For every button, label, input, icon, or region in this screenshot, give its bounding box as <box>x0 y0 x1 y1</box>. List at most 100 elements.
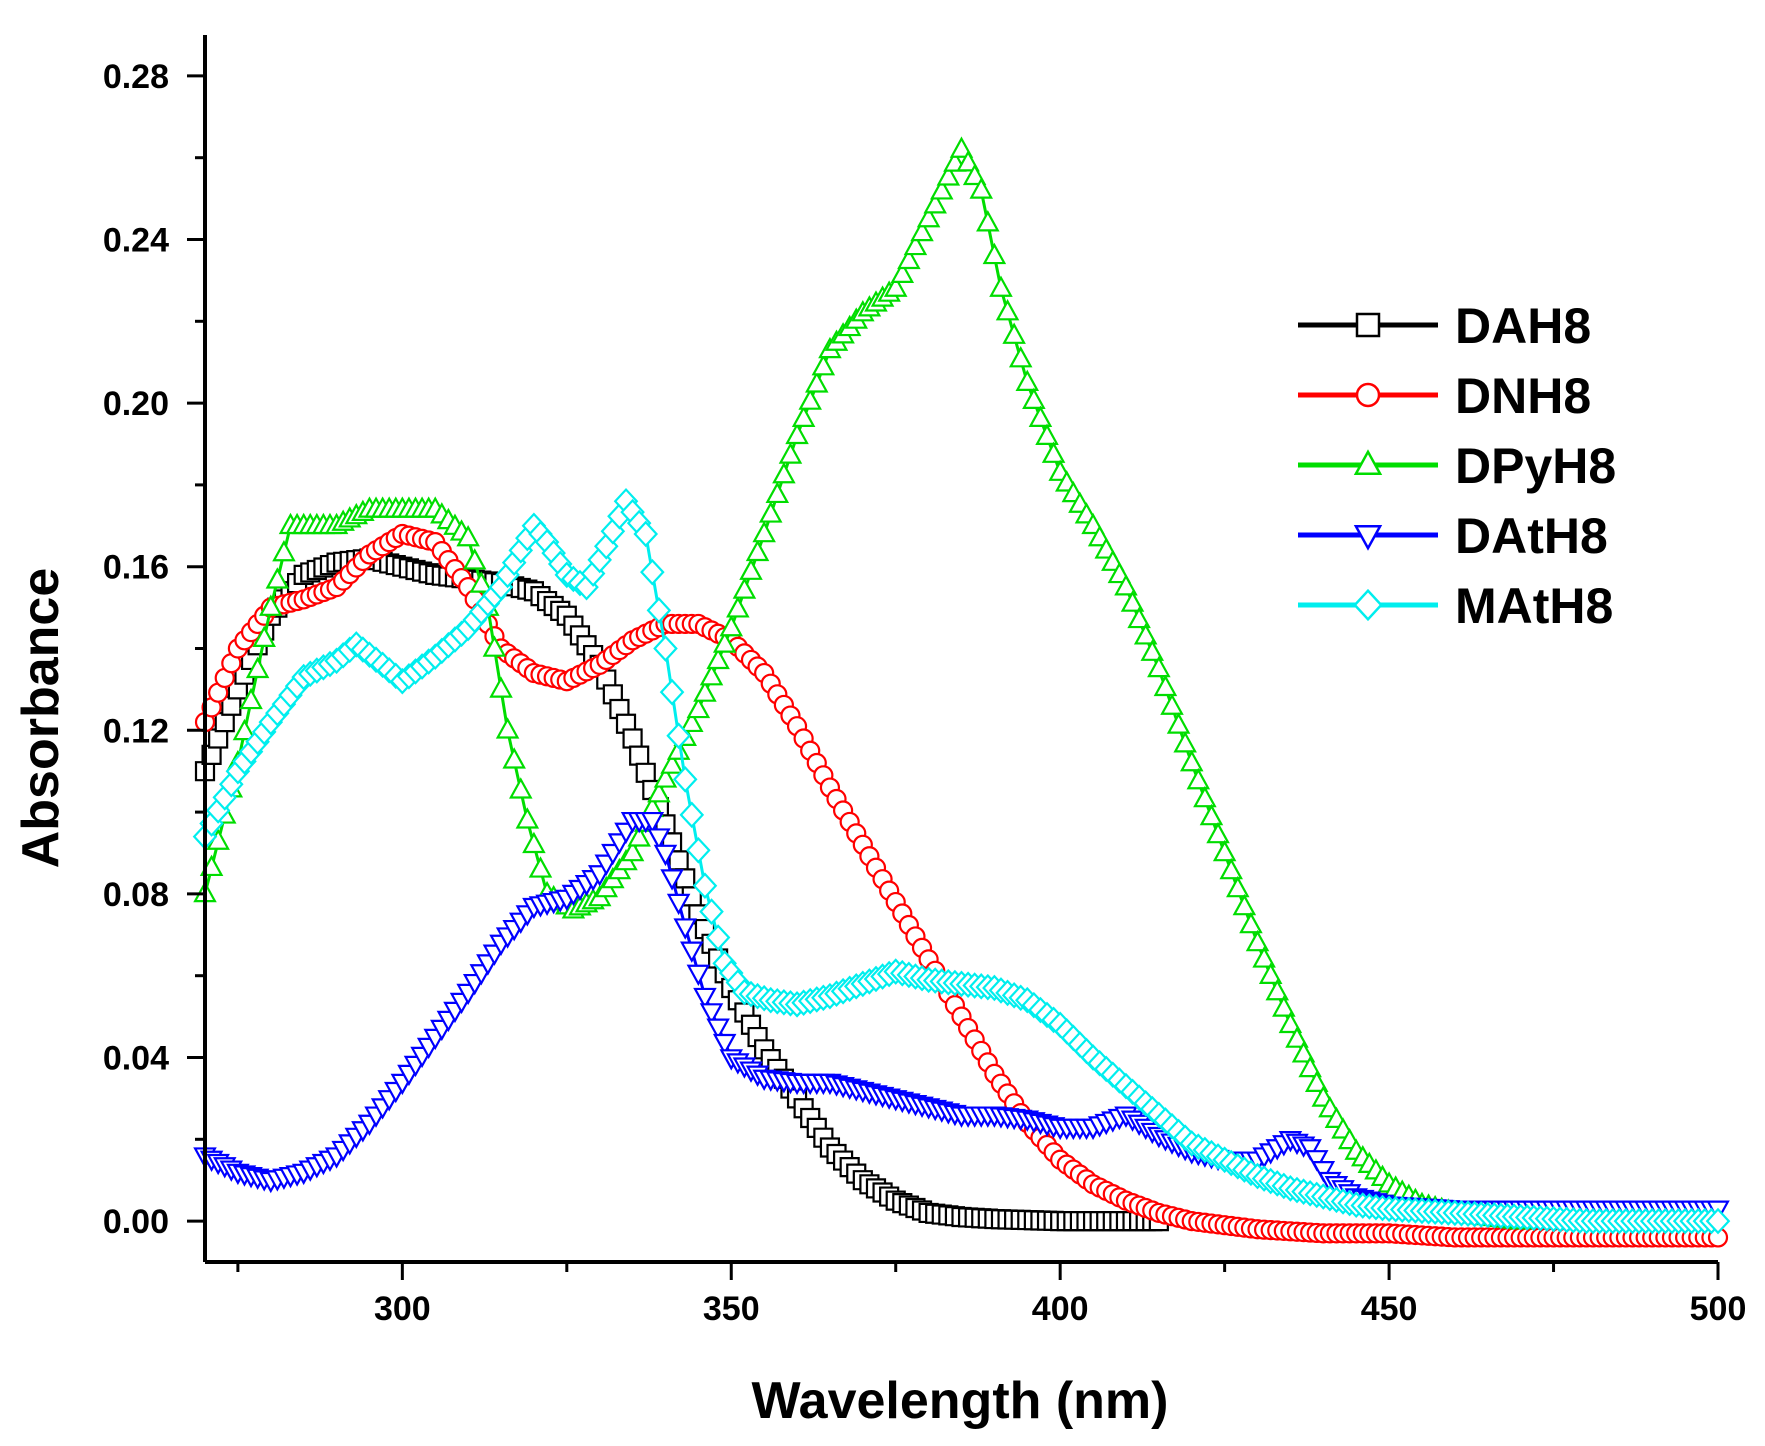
legend-label: DAH8 <box>1455 298 1591 354</box>
data-point <box>252 625 276 647</box>
data-point <box>686 836 711 864</box>
data-point <box>666 722 691 750</box>
data-point <box>1166 712 1191 734</box>
data-point <box>1028 405 1053 427</box>
data-point <box>646 597 672 624</box>
data-point <box>265 567 290 589</box>
data-point <box>923 192 947 214</box>
data-point <box>890 261 915 283</box>
data-point <box>666 893 691 916</box>
data-point <box>660 869 684 891</box>
data-point <box>1252 946 1276 968</box>
data-point <box>620 839 645 862</box>
data-point <box>672 766 698 793</box>
data-point <box>765 481 790 504</box>
data-point <box>680 941 704 963</box>
y-tick-label: 0.16 <box>103 549 169 587</box>
data-point <box>633 520 659 548</box>
data-point <box>1311 1160 1336 1183</box>
legend-label: DAtH8 <box>1455 508 1608 564</box>
data-point <box>1133 623 1158 645</box>
data-point <box>785 422 809 445</box>
data-point <box>805 371 829 393</box>
data-point <box>208 682 229 703</box>
legend-item-dpyh8: DPyH8 <box>1298 438 1616 494</box>
data-point <box>469 571 494 593</box>
data-point <box>647 781 671 803</box>
x-tick-label: 450 <box>1361 1290 1418 1328</box>
legend-item-dnh8: DNH8 <box>1298 368 1591 424</box>
data-point <box>1212 839 1237 862</box>
data-point <box>495 717 520 739</box>
data-point <box>1179 749 1204 772</box>
data-point <box>693 680 717 702</box>
y-tick-label: 0.24 <box>103 222 169 260</box>
data-point <box>969 177 993 199</box>
data-point <box>883 275 908 297</box>
data-point <box>462 548 487 570</box>
data-point <box>666 738 691 760</box>
data-point <box>686 964 711 987</box>
data-point <box>1041 441 1066 463</box>
data-point <box>232 718 257 741</box>
data-point <box>1705 1207 1731 1235</box>
data-point <box>778 442 803 464</box>
data-point <box>1127 606 1151 629</box>
data-point <box>705 924 731 951</box>
data-point <box>1002 322 1026 344</box>
data-point <box>982 242 1007 265</box>
data-point <box>515 807 540 829</box>
data-point <box>1160 693 1184 715</box>
x-tick-label: 400 <box>1032 1290 1089 1328</box>
data-point <box>791 405 816 427</box>
data-point <box>1298 1139 1322 1161</box>
data-point <box>1035 423 1059 445</box>
data-point <box>245 656 270 679</box>
data-point <box>1120 590 1145 612</box>
data-point <box>1219 857 1243 880</box>
data-point <box>706 647 730 670</box>
data-point <box>1239 911 1263 934</box>
data-point <box>956 150 980 172</box>
data-point <box>910 219 934 242</box>
data-point <box>739 558 763 580</box>
data-point <box>798 388 822 410</box>
y-tick-label: 0.12 <box>103 712 169 750</box>
data-point <box>1232 893 1257 916</box>
data-point <box>811 354 836 376</box>
data-point <box>758 501 783 523</box>
data-point <box>916 205 941 228</box>
data-point <box>528 856 553 878</box>
data-point <box>1291 1041 1316 1063</box>
data-point <box>1114 574 1138 596</box>
data-point <box>772 462 796 484</box>
data-point <box>522 831 546 854</box>
curves-layer <box>192 136 1731 1248</box>
data-point <box>1140 639 1165 661</box>
legend-item-dath8: DAtH8 <box>1298 508 1608 564</box>
data-point <box>976 210 1000 232</box>
data-point <box>221 653 242 674</box>
y-tick-label: 0.08 <box>103 876 169 914</box>
data-point <box>1008 346 1033 368</box>
legend: DAH8 DNH8 DPyH8 DAtH8 MAtH8 <box>1298 298 1616 634</box>
data-point <box>508 777 533 799</box>
data-point <box>726 596 750 618</box>
data-point <box>1304 1070 1329 1092</box>
data-point <box>1272 995 1296 1017</box>
data-point <box>489 676 513 698</box>
data-point <box>635 762 656 783</box>
y-tick-label: 0.00 <box>103 1203 169 1241</box>
legend-label: DNH8 <box>1455 368 1591 424</box>
legend-label: DPyH8 <box>1455 438 1616 494</box>
series-math8 <box>192 487 1731 1235</box>
y-tick-label: 0.04 <box>103 1040 169 1078</box>
data-point <box>699 898 724 925</box>
data-point <box>456 524 480 547</box>
x-axis-title: Wavelength (nm) <box>752 1372 1169 1430</box>
data-point <box>712 1033 737 1056</box>
data-point <box>1199 803 1224 826</box>
data-point <box>627 825 651 847</box>
data-point <box>989 275 1013 297</box>
data-point <box>949 136 974 158</box>
